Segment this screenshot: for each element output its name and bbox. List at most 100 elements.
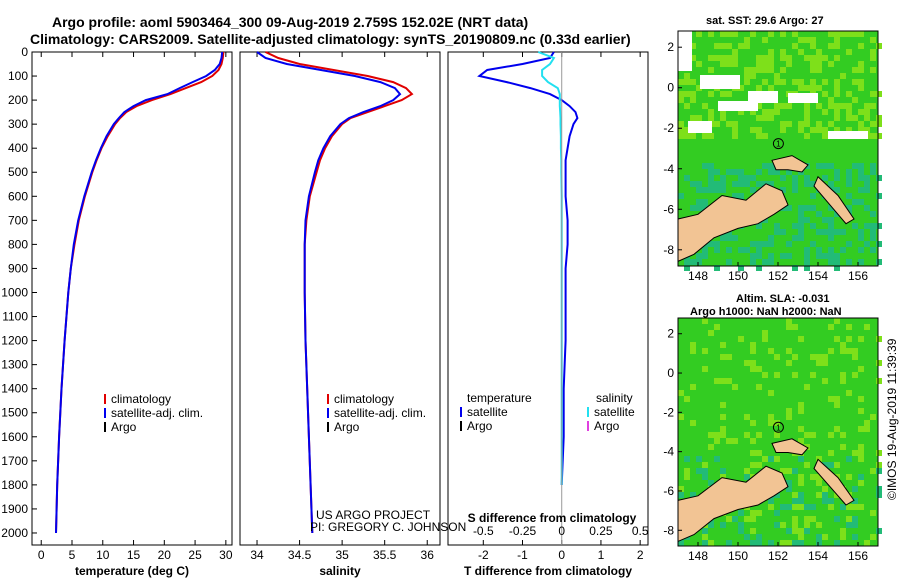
map-cell: [798, 402, 804, 408]
map-cell: [798, 492, 804, 498]
map-cell: [792, 324, 798, 330]
map-cell: [810, 181, 816, 187]
map-cell: [828, 217, 834, 223]
map-cell: [708, 522, 714, 528]
map-cell: [798, 49, 804, 55]
map-cell: [858, 336, 864, 342]
legend-panel1-item: satellite-adj. clim.: [111, 406, 203, 420]
map-cell: [876, 121, 882, 127]
map-cell: [756, 432, 762, 438]
map-cell: [714, 432, 720, 438]
x-tick-label: 35.5: [373, 548, 397, 562]
map-cell: [828, 97, 834, 103]
map-cell: [834, 115, 840, 121]
cloud-patch: [678, 31, 692, 71]
map-cell: [774, 492, 780, 498]
map-cell: [858, 235, 864, 241]
map-cell: [732, 55, 738, 61]
map-cell: [810, 37, 816, 43]
map-cell: [822, 133, 828, 139]
map-cell: [732, 384, 738, 390]
map-cell: [786, 486, 792, 492]
map-cell: [846, 390, 852, 396]
map-cell: [738, 85, 744, 91]
map-cell: [732, 516, 738, 522]
map-cell: [840, 31, 846, 37]
map-cell: [762, 37, 768, 43]
map-cell: [786, 241, 792, 247]
top-x-tick-label: 0.25: [589, 524, 613, 538]
map-cell: [858, 199, 864, 205]
top-x-tick-label: -0.25: [509, 524, 537, 538]
map-cell: [696, 468, 702, 474]
map-cell: [810, 85, 816, 91]
map-cell: [768, 67, 774, 73]
map-cell: [828, 432, 834, 438]
map-cell: [702, 205, 708, 211]
map-cell: [870, 103, 876, 109]
map-cell: [804, 55, 810, 61]
map-cell: [774, 372, 780, 378]
map-cell: [816, 103, 822, 109]
map-cell: [774, 73, 780, 79]
map-cell: [768, 540, 774, 546]
map-cell: [780, 31, 786, 37]
map-cell: [816, 211, 822, 217]
map-cell: [780, 127, 786, 133]
map-cell: [846, 474, 852, 480]
map-cell: [822, 354, 828, 360]
map-cell: [876, 193, 882, 199]
map-cell: [720, 474, 726, 480]
map-cell: [702, 366, 708, 372]
map-cell: [792, 528, 798, 534]
map-cell: [690, 259, 696, 265]
map-cell: [852, 450, 858, 456]
map-cell: [726, 378, 732, 384]
map-cell: [720, 31, 726, 37]
map-cell: [678, 414, 684, 420]
map-cell: [786, 528, 792, 534]
map-cell: [714, 187, 720, 193]
x-tick-label: 5: [69, 548, 76, 562]
cloud-patch: [788, 93, 818, 103]
map-cell: [756, 462, 762, 468]
float-location-marker: [772, 138, 784, 150]
map-cell: [828, 103, 834, 109]
map-cell: [804, 121, 810, 127]
map-cell: [834, 169, 840, 175]
map-cell: [744, 247, 750, 253]
map-cell: [858, 187, 864, 193]
map-cell: [750, 420, 756, 426]
map-cell: [858, 426, 864, 432]
map-cell: [684, 73, 690, 79]
map-cell: [822, 163, 828, 169]
map-cell: [756, 540, 762, 546]
map-cell: [696, 456, 702, 462]
map-cell: [726, 540, 732, 546]
map-1: 1: [677, 30, 882, 271]
map-cell: [846, 205, 852, 211]
y-tick-label: 500: [8, 165, 28, 179]
map-cell: [744, 360, 750, 366]
legend-panel2-item: Argo: [334, 420, 360, 434]
map-cell: [822, 79, 828, 85]
map-cell: [876, 528, 882, 534]
map-cell: [774, 354, 780, 360]
map-cell: [828, 348, 834, 354]
map-cell: [780, 540, 786, 546]
land-bougainville: [813, 458, 855, 506]
legend-panel3-sal-item: Argo: [594, 419, 620, 433]
map-cell: [798, 474, 804, 480]
x-tick-label: 0: [38, 548, 45, 562]
y-tick-label: 2000: [1, 526, 28, 540]
map-cell: [852, 522, 858, 528]
map-cell: [756, 61, 762, 67]
map-cell: [798, 528, 804, 534]
map-cell: [750, 73, 756, 79]
map-cell: [690, 181, 696, 187]
map-cell: [858, 31, 864, 37]
map-cell: [870, 211, 876, 217]
map-cell: [708, 330, 714, 336]
map-cell: [846, 175, 852, 181]
sla-map-subtitle: Argo h1000: NaN h2000: NaN: [690, 306, 842, 318]
